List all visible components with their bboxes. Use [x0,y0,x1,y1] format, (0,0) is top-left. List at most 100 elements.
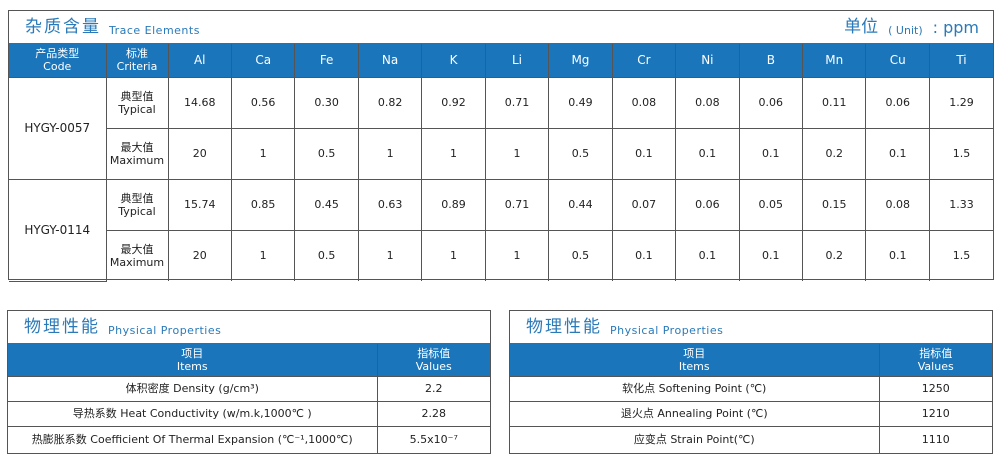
value-cell: 0.71 [484,76,550,129]
value-cell: 0.1 [738,127,804,180]
item-cell: 退火点 Annealing Point (℃) [510,400,880,427]
value-cell: 0.1 [675,127,740,180]
value-cell: 0.06 [865,76,930,129]
criteria-cell: 典型值 Typical [105,178,169,231]
value-cell: 15.74 [167,178,232,231]
value-cell: 0.08 [611,76,677,129]
phys-left-table: 项目 Items 指标值 Values 体积密度 Density (g/cm³) 2.… [8,344,490,453]
element-header: Na [357,44,423,78]
item-cell: 软化点 Softening Point (℃) [510,375,880,402]
value-cell: 1210 [878,400,992,427]
items-header: 项目 Items [510,344,880,377]
element-header: Li [484,44,550,78]
value-cell: 0.08 [675,76,740,129]
physical-properties-left: 物理性能 Physical Properties 项目 Items 指标值 Valu… [7,310,491,454]
table-row: 导热系数 Heat Conductivity (w/m.k,1000℃ ) 2.2… [8,400,490,427]
value-cell: 1 [357,127,423,180]
value-cell: 0.82 [357,76,423,129]
value-cell: 0.85 [230,178,296,231]
value-cell: 14.68 [167,76,232,129]
criteria-cn: 最大值 [120,242,154,256]
criteria-en: Typical [118,204,156,218]
value-cell: 0.71 [484,178,550,231]
value-cell: 1 [230,127,296,180]
value-cell: 2.2 [376,375,490,402]
criteria-en: Maximum [109,255,165,269]
element-header: B [738,44,804,78]
value-cell: 0.2 [802,229,867,281]
value-cell: 5.5x10⁻⁷ [376,425,490,453]
value-cell: 0.2 [802,127,867,180]
value-cell: 0.1 [675,229,740,281]
item-cell: 热膨胀系数 Coefficient Of Thermal Expansion (… [8,425,378,453]
value-cell: 1 [484,229,550,281]
value-cell: 0.56 [230,76,296,129]
criteria-cn: 典型值 [120,89,154,103]
phys-left-title: 物理性能 Physical Properties [8,311,490,344]
code-header: 产品类型 Code [9,44,107,78]
value-cell: 0.5 [294,127,359,180]
value-cell: 1110 [878,425,992,453]
values-header: 指标值 Values [878,344,992,377]
value-cell: 0.5 [548,127,613,180]
element-header: Ti [928,44,993,78]
value-cell: 20 [167,229,232,281]
table-row: 软化点 Softening Point (℃) 1250 [510,375,992,402]
value-cell: 1.29 [928,76,993,129]
value-cell: 1 [421,127,486,180]
product-code: HYGY-0057 [9,76,107,180]
criteria-cell: 最大值 Maximum [106,229,169,281]
value-cell: 0.08 [865,178,930,231]
trace-table: 产品类型 Code 标准 Criteria Al Ca Fe Na K Li Mg Cr Ni B Mn… [9,44,993,282]
table-row: 热膨胀系数 Coefficient Of Thermal Expansion (… [8,425,490,453]
element-header: K [421,44,486,78]
table-row: 最大值 Maximum 20 1 0.5 1 1 1 0.5 0.1 0.1 0.1 0.2 0.1 1.5 [9,127,993,180]
value-cell: 0.06 [675,178,740,231]
title-cn: 物理性能 [24,317,100,337]
value-cell: 1250 [878,375,992,402]
element-header: Ca [230,44,296,78]
value-cell: 0.1 [865,127,930,180]
value-cell: 0.49 [548,76,613,129]
value-cell: 0.5 [294,229,359,281]
element-header: Mg [548,44,613,78]
value-cell: 1 [421,229,486,281]
title-cn: 物理性能 [526,317,602,337]
product-code: HYGY-0114 [9,178,107,282]
values-header: 指标值 Values [376,344,490,377]
element-header: Ni [675,44,740,78]
item-cell: 导热系数 Heat Conductivity (w/m.k,1000℃ ) [8,400,378,427]
items-header: 项目 Items [8,344,378,377]
value-cell: 0.5 [548,229,613,281]
value-cell: 0.45 [294,178,359,231]
value-cell: 0.1 [611,229,677,281]
element-header: Mn [802,44,867,78]
title-cn: 杂质含量 [25,17,101,37]
value-cell: 0.44 [548,178,613,231]
criteria-en: Typical [118,102,156,116]
value-cell: 1 [357,229,423,281]
criteria-header: 标准 Criteria [105,44,169,78]
value-cell: 0.1 [611,127,677,180]
criteria-cell: 最大值 Maximum [106,127,169,180]
unit-en: ( Unit) [888,24,923,37]
element-header: Cr [611,44,677,78]
value-cell: 0.1 [738,229,804,281]
criteria-en: Maximum [109,153,165,167]
item-cell: 应变点 Strain Point(℃) [510,425,880,453]
phys-right-title: 物理性能 Physical Properties [510,311,992,344]
item-cell: 体积密度 Density (g/cm³) [8,375,378,402]
value-cell: 1 [484,127,550,180]
element-header: Cu [865,44,930,78]
title-en: Physical Properties [108,324,222,337]
value-cell: 20 [167,127,232,180]
criteria-cn: 最大值 [120,140,154,154]
unit-cn: 单位 [844,17,879,37]
trace-elements-panel: 杂质含量 Trace Elements 单位 ( Unit) : ppm 产品类… [8,10,994,282]
phys-right-table: 项目 Items 指标值 Values 软化点 Softening Point (℃… [510,344,992,453]
value-cell: 2.28 [376,400,490,427]
unit-value: : ppm [932,18,979,37]
value-cell: 0.11 [802,76,867,129]
value-cell: 0.89 [421,178,486,231]
value-cell: 0.15 [802,178,867,231]
